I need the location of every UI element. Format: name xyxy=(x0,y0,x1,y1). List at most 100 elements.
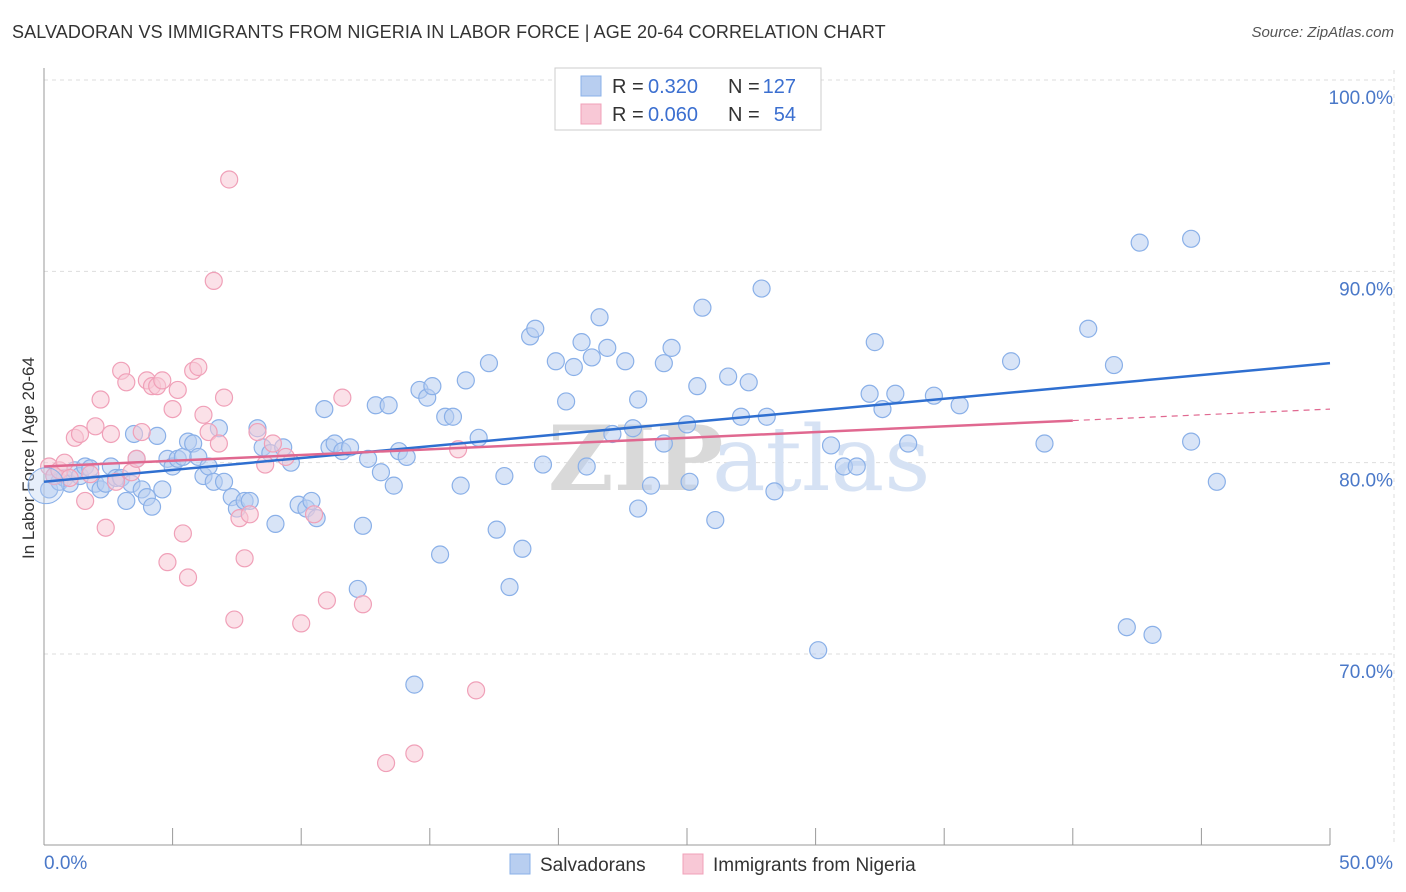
salvadoran-point xyxy=(353,516,373,535)
salvadoran-point xyxy=(266,514,285,533)
nigeria-point xyxy=(178,568,198,587)
salvadoran-point xyxy=(546,352,565,371)
salvadoran-point xyxy=(405,675,424,694)
salvadoran-point xyxy=(348,579,367,599)
salvadoran-point xyxy=(117,491,136,511)
nigeria-point xyxy=(91,390,110,409)
salvadoran-point xyxy=(1117,618,1136,637)
salvadoran-point xyxy=(443,407,463,426)
salvadoran-point xyxy=(577,457,596,476)
series-legend: Salvadorans Immigrants from Nigeria xyxy=(509,853,916,876)
salvadoran-trend-line xyxy=(43,361,1331,484)
y-tick-label: 80.0% xyxy=(1339,471,1393,492)
salvadoran-point xyxy=(886,384,905,403)
salvadoran-point xyxy=(526,319,545,338)
nigeria-point xyxy=(225,610,244,629)
nigeria-point xyxy=(235,549,254,568)
correlation-legend: R = 0.320 N = 127 R = 0.060 N = 54 xyxy=(554,67,822,131)
nigeria-point xyxy=(194,405,213,424)
salvadoran-point xyxy=(1182,432,1201,451)
salvadoran-point xyxy=(315,399,334,419)
nigeria-point xyxy=(240,505,259,524)
salvadoran-point xyxy=(1001,352,1021,371)
nigeria-point xyxy=(376,753,396,773)
salvadoran-point xyxy=(688,377,707,396)
nigeria-point xyxy=(153,371,172,390)
salvadoran-point xyxy=(451,476,470,495)
salvadoran-point xyxy=(950,396,969,415)
salvadoran-point xyxy=(590,308,609,327)
salvadoran-point xyxy=(809,641,828,660)
salvadoran-point xyxy=(582,348,601,367)
salvadoran-point xyxy=(616,352,635,371)
salvadoran-point xyxy=(27,467,65,505)
y-axis-label: In Labor Force | Age 20-64 xyxy=(19,357,38,559)
nigeria-point xyxy=(292,614,311,633)
nigeria-point xyxy=(132,422,151,442)
legend-n-label: N = xyxy=(728,76,760,98)
legend-n-label: N = xyxy=(728,104,760,126)
nigeria-point xyxy=(304,505,324,524)
nigeria-point xyxy=(263,434,283,453)
salvadoran-point xyxy=(693,298,712,317)
legend-r-value: 0.320 xyxy=(648,76,698,98)
nigeria-point xyxy=(333,388,352,407)
salvadoran-point xyxy=(564,357,583,377)
nigeria-point xyxy=(466,681,486,700)
salvadoran-point xyxy=(821,436,841,455)
salvadoran-point xyxy=(495,466,514,486)
salvadoran-point xyxy=(706,510,725,530)
salvadoran-point xyxy=(1130,233,1149,252)
salvadoran-point xyxy=(557,392,576,411)
nigeria-trend-line-dashed xyxy=(1072,408,1331,422)
legend-swatch xyxy=(580,75,602,97)
salvadoran-point xyxy=(1207,472,1226,491)
legend-n-value: 54 xyxy=(774,104,796,126)
salvadoran-point xyxy=(153,480,172,499)
legend-swatch xyxy=(580,103,602,125)
nigeria-point xyxy=(209,434,228,453)
salvadoran-point xyxy=(533,455,553,474)
salvadoran-point xyxy=(487,520,506,539)
salvadoran-point xyxy=(384,476,403,495)
salvadoran-point xyxy=(765,482,784,501)
salvadoran-point xyxy=(379,396,398,415)
salvadoran-point xyxy=(865,333,884,352)
nigeria-point xyxy=(220,170,239,189)
x-tick-label-left: 0.0% xyxy=(44,853,87,874)
data-points xyxy=(27,70,1226,773)
salvadoran-point xyxy=(371,463,391,482)
nigeria-point xyxy=(76,491,95,511)
nigeria-trend-line xyxy=(43,419,1073,468)
salvadoran-point xyxy=(847,457,866,476)
salvadoran-point xyxy=(1079,319,1098,338)
nigeria-point xyxy=(199,422,218,442)
salvadoran-point xyxy=(752,279,771,298)
nigeria-point xyxy=(248,422,267,442)
salvadoran-point xyxy=(924,386,944,405)
nigeria-point xyxy=(117,373,136,392)
nigeria-point xyxy=(70,424,90,444)
nigeria-point xyxy=(101,424,120,444)
salvadoran-point xyxy=(148,426,167,445)
salvadoran-point xyxy=(500,577,519,597)
nigeria-point xyxy=(173,524,192,543)
salvadoran-point xyxy=(469,428,488,447)
nigeria-point xyxy=(168,380,187,400)
nigeria-point xyxy=(317,591,337,610)
watermark-atlas: atlas xyxy=(712,407,930,512)
nigeria-point xyxy=(163,399,182,419)
salvadoran-point xyxy=(214,472,234,491)
salvadoran-point xyxy=(899,434,918,453)
salvadoran-point xyxy=(677,415,697,434)
salvadoran-point xyxy=(629,390,648,409)
salvadoran-point xyxy=(860,384,879,403)
nigeria-point xyxy=(204,271,223,290)
chart-title: SALVADORAN VS IMMIGRANTS FROM NIGERIA IN… xyxy=(12,22,886,42)
legend-r-value: 0.060 xyxy=(648,104,698,126)
nigeria-point xyxy=(256,455,275,474)
series-legend-label: Immigrants from Nigeria xyxy=(713,855,916,876)
series-legend-label: Salvadorans xyxy=(540,855,646,876)
y-tick-label: 90.0% xyxy=(1339,279,1393,300)
